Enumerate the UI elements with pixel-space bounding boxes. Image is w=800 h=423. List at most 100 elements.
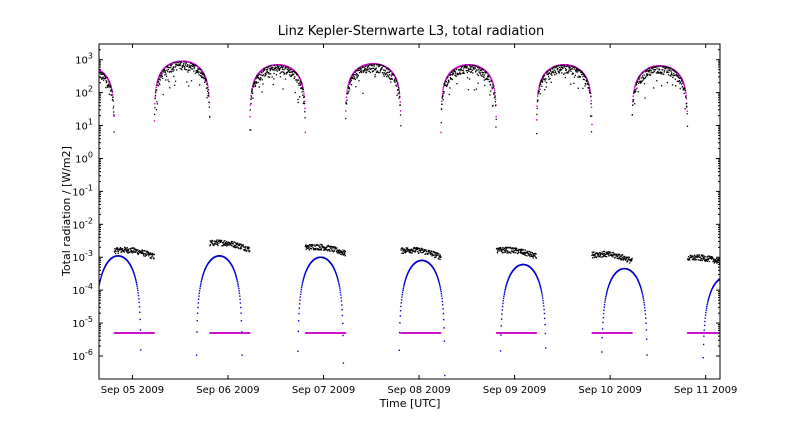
measured-point	[438, 258, 440, 260]
measured-point	[273, 64, 276, 67]
sun-model-point	[303, 93, 305, 95]
measured-point	[298, 84, 300, 86]
measured-point	[343, 252, 345, 254]
measured-point	[586, 79, 588, 81]
moon-model-point	[341, 304, 343, 306]
measured-point	[552, 71, 554, 73]
measured-point	[455, 74, 457, 76]
moon-model-point	[205, 267, 207, 269]
measured-point	[346, 99, 348, 101]
measured-point	[421, 249, 424, 251]
measured-point	[383, 75, 385, 77]
measured-point	[193, 70, 195, 72]
sun-model-point	[538, 86, 540, 88]
measured-point	[313, 244, 316, 246]
sun-model-point	[441, 93, 444, 95]
measured-point	[305, 248, 307, 250]
moon-model-point	[643, 299, 645, 302]
measured-point	[525, 252, 527, 254]
measured-point	[111, 89, 113, 91]
moon-model-point	[342, 334, 344, 337]
measured-point	[200, 75, 202, 77]
measured-point	[655, 66, 657, 68]
measured-point	[137, 253, 140, 255]
measured-point	[608, 254, 610, 256]
measured-point	[620, 258, 622, 260]
measured-point	[234, 247, 237, 249]
moon-model-point	[504, 288, 506, 291]
measured-point	[384, 70, 386, 72]
measured-point	[495, 118, 497, 120]
measured-point	[510, 252, 512, 254]
moon-model-point	[542, 297, 544, 299]
measured-point	[697, 255, 700, 258]
measured-point	[129, 251, 131, 254]
measured-point	[221, 245, 223, 247]
measured-point	[435, 255, 437, 257]
measured-point	[647, 73, 649, 75]
measured-point	[449, 77, 451, 79]
measured-point	[336, 249, 339, 251]
sun-model-point	[399, 101, 401, 103]
measured-point	[195, 71, 198, 73]
measured-point	[201, 76, 204, 78]
measured-point	[484, 84, 486, 87]
measured-point	[573, 76, 576, 78]
measured-point	[495, 104, 497, 107]
moon-model-point	[536, 276, 539, 279]
measured-point	[208, 94, 210, 96]
measured-point	[342, 253, 344, 255]
measured-point	[285, 67, 287, 69]
measured-point	[529, 253, 531, 255]
measured-point	[185, 62, 187, 64]
measured-point	[537, 93, 539, 95]
measured-point	[251, 88, 253, 91]
moon-model-point	[710, 291, 712, 293]
measured-point	[582, 87, 584, 90]
measured-point	[335, 248, 337, 250]
measured-point	[594, 254, 596, 256]
sun-model-point	[685, 92, 687, 94]
measured-point	[331, 250, 333, 252]
measured-point	[619, 257, 621, 260]
measured-point	[379, 64, 381, 66]
sun-model-point	[441, 100, 443, 103]
measured-point	[698, 259, 700, 261]
measured-point	[591, 254, 593, 256]
measured-point	[482, 69, 484, 71]
sun-model-point	[304, 131, 306, 134]
measured-point	[499, 248, 501, 250]
measured-point	[681, 83, 683, 85]
measured-point	[360, 68, 363, 70]
measured-point	[375, 67, 377, 69]
measured-point	[537, 99, 539, 101]
measured-point	[554, 70, 556, 72]
measured-point	[101, 77, 104, 79]
moon-model-point	[440, 293, 443, 295]
measured-point	[713, 260, 715, 262]
measured-point	[440, 256, 442, 258]
measured-point	[395, 80, 397, 82]
measured-point	[533, 255, 535, 257]
measured-point	[608, 251, 610, 253]
measured-point	[553, 69, 555, 71]
measured-point	[386, 72, 388, 74]
measured-point	[178, 64, 180, 67]
measured-point	[501, 252, 504, 254]
measured-point	[648, 71, 650, 73]
measured-point	[660, 71, 662, 73]
measured-point	[106, 80, 108, 83]
measured-point	[233, 245, 236, 247]
moon-model-point	[538, 280, 540, 282]
measured-point	[712, 260, 714, 263]
measured-point	[523, 249, 525, 251]
moon-model-point	[441, 300, 444, 303]
measured-point	[284, 72, 286, 75]
measured-point	[462, 69, 464, 71]
moon-model-point	[337, 279, 339, 281]
measured-point	[568, 69, 570, 71]
measured-point	[560, 69, 562, 72]
measured-point	[709, 257, 711, 259]
measured-point	[323, 246, 325, 248]
measured-point	[659, 65, 661, 67]
